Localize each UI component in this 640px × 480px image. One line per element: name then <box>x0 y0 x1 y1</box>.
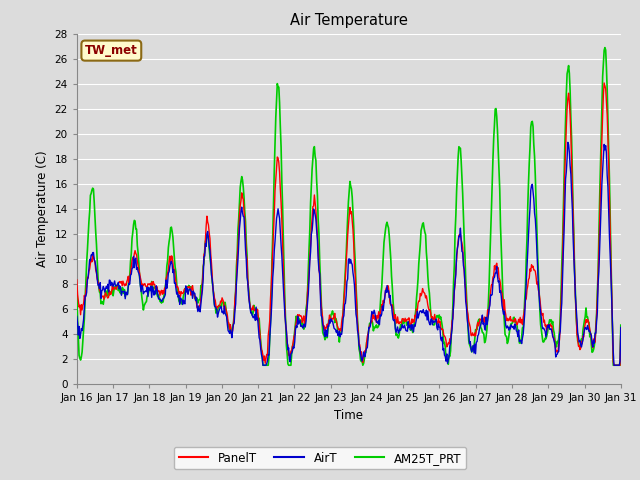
AM25T_PRT <box>259 362 267 368</box>
AirT <box>617 324 625 330</box>
PanelT <box>415 298 422 304</box>
AM25T_PRT <box>83 260 90 265</box>
PanelT <box>194 305 202 311</box>
PanelT <box>73 277 81 283</box>
AirT <box>431 318 439 324</box>
Line: AirT: AirT <box>77 143 621 365</box>
Line: AM25T_PRT: AM25T_PRT <box>77 48 621 365</box>
AM25T_PRT <box>194 300 202 306</box>
AM25T_PRT <box>416 251 424 256</box>
AirT <box>73 313 81 319</box>
PanelT <box>83 283 90 289</box>
PanelT <box>610 362 618 368</box>
X-axis label: Time: Time <box>334 408 364 421</box>
AM25T_PRT <box>139 300 147 306</box>
Y-axis label: Air Temperature (C): Air Temperature (C) <box>36 151 49 267</box>
Line: PanelT: PanelT <box>77 83 621 365</box>
AirT <box>416 309 424 315</box>
PanelT <box>139 281 147 287</box>
AM25T_PRT <box>601 45 609 50</box>
AM25T_PRT <box>73 289 81 295</box>
AirT <box>564 140 572 145</box>
PanelT <box>617 325 625 331</box>
AM25T_PRT <box>431 317 439 323</box>
AirT <box>223 314 230 320</box>
PanelT <box>600 80 608 86</box>
PanelT <box>431 312 438 317</box>
AM25T_PRT <box>617 322 625 328</box>
AirT <box>83 289 90 295</box>
PanelT <box>223 309 230 315</box>
AirT <box>139 285 147 290</box>
Legend: PanelT, AirT, AM25T_PRT: PanelT, AirT, AM25T_PRT <box>174 447 466 469</box>
AM25T_PRT <box>223 312 230 318</box>
Text: TW_met: TW_met <box>85 44 138 57</box>
AirT <box>259 362 267 368</box>
AirT <box>194 309 202 314</box>
Title: Air Temperature: Air Temperature <box>290 13 408 28</box>
